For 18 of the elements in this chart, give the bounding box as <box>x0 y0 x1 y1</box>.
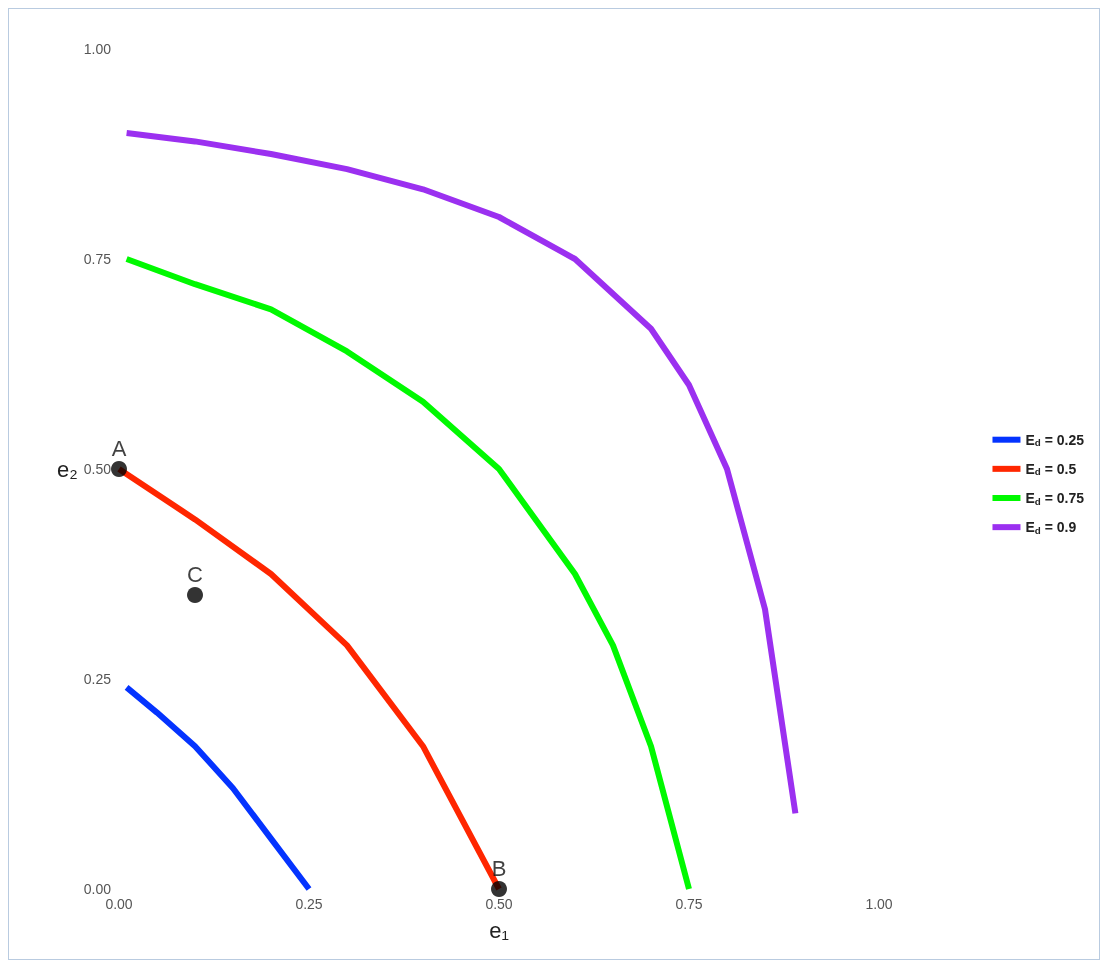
point <box>491 881 507 897</box>
x-tick-label: 0.00 <box>105 896 133 912</box>
y-tick-label: 0.00 <box>83 881 112 897</box>
point <box>187 587 203 603</box>
y-tick-label: 0.25 <box>83 671 112 687</box>
point <box>111 461 127 477</box>
x-tick-label: 0.50 <box>485 896 513 912</box>
annotation: B <box>491 855 507 881</box>
x-tick-label: 0.75 <box>675 896 703 912</box>
y-tick-label: 0.50 <box>83 461 112 477</box>
y-tick-label: 0.75 <box>83 251 112 267</box>
annotation: A <box>111 435 127 461</box>
x-tick-label: 1.00 <box>865 896 893 912</box>
y-axis-title: e₂ <box>57 456 78 482</box>
x-axis-title: e₁ <box>489 917 509 943</box>
annotation: C <box>187 561 204 587</box>
x-tick-label: 0.25 <box>295 896 323 912</box>
y-tick-label: 1.00 <box>83 41 112 57</box>
